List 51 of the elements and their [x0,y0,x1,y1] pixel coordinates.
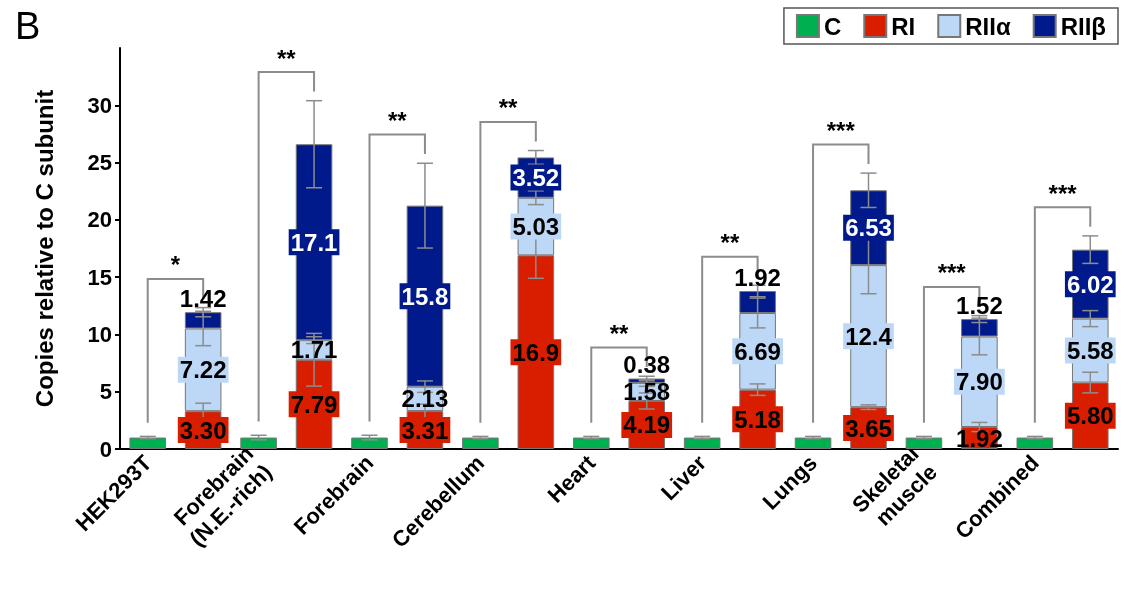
data-label: 6.69 [734,337,781,365]
data-label: 7.22 [179,356,227,384]
data-label: 7.90 [956,368,1003,396]
annotation: ** [609,320,629,348]
y-tick-label: 20 [87,207,112,233]
data-label: 5.03 [512,213,560,241]
data-label: 1.71 [290,336,338,364]
y-tick-label: 15 [87,264,112,290]
y-tick-label: 25 [87,150,112,176]
annotation: *** [1048,179,1078,207]
annotation: ** [276,44,297,72]
data-label: 4.19 [623,411,671,439]
data-label: 7.79 [290,390,338,418]
data-label: 1.52 [956,291,1003,319]
annotation: * [170,251,181,279]
legend-label: RIIβ [1060,12,1107,40]
annotation: *** [937,259,967,287]
data-label: 6.02 [1066,270,1114,298]
bar [572,437,610,449]
y-tick-label: 5 [99,379,112,405]
data-label: 1.92 [734,263,781,291]
legend-label: C [823,12,842,40]
bar [462,437,499,449]
data-label: 17.1 [290,228,338,256]
chart-title: B [15,5,41,47]
legend-label: RI [891,12,916,40]
bar [240,437,277,449]
bar [1016,437,1054,449]
data-label: 5.18 [734,405,781,433]
bar [794,437,832,449]
data-label: 5.58 [1066,337,1114,365]
data-label: 1.42 [179,284,227,312]
data-label: 12.4 [845,322,893,350]
bar [351,437,388,449]
data-label: 6.53 [845,214,892,242]
data-label: 1.58 [623,378,671,406]
data-label: 16.9 [512,338,560,366]
y-axis-title: Copies relative to C subunit [30,89,58,408]
data-label: 0.38 [623,351,671,379]
data-label: 2.13 [401,385,449,413]
annotation: ** [720,229,740,257]
legend-label: RIIα [965,12,1011,40]
annotation: *** [826,116,856,144]
bar [129,437,167,449]
annotation: ** [498,94,519,122]
annotation: ** [387,107,408,135]
y-tick-label: 30 [87,92,112,118]
y-tick-label: 10 [87,321,112,347]
bar [683,437,721,449]
data-label: 15.8 [401,282,449,310]
data-label: 5.80 [1066,402,1114,430]
